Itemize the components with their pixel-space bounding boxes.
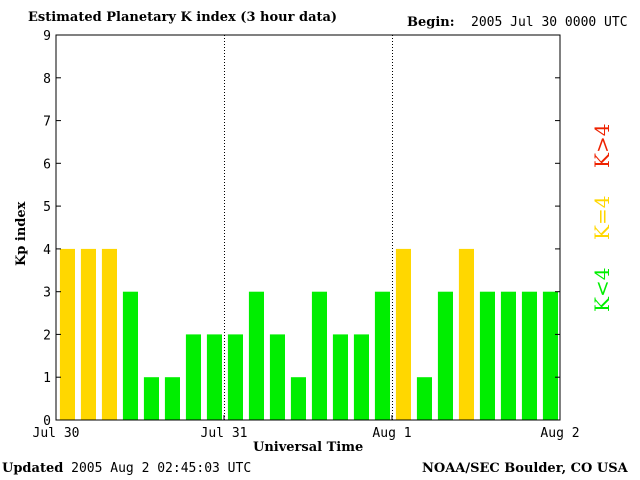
y-tick-label: 3 [43,286,51,301]
chart-title: Estimated Planetary K index (3 hour data… [28,10,338,25]
legend-mid: K=4 [590,195,614,240]
y-tick-label: 1 [43,371,51,386]
kp-bar [458,248,474,420]
x-tick-label: Aug 1 [372,426,411,441]
kp-bar [416,377,432,420]
x-tick-label: Jul 31 [201,426,248,441]
x-tick-label: Aug 2 [540,426,579,441]
y-tick-label: 4 [43,243,51,258]
kp-bar [521,291,537,420]
x-axis-label: Universal Time [253,440,364,455]
kp-bar [479,291,495,420]
begin-label: Begin: [407,15,455,30]
kp-bar [185,334,201,420]
kp-bar [80,248,96,420]
credit: NOAA/SEC Boulder, CO USA [422,461,628,476]
kp-bar [164,377,180,420]
bars-group [59,248,558,420]
y-tick-label: 0 [43,414,51,429]
kp-bar [206,334,222,420]
kp-bar [101,248,117,420]
legend-low: K<4 [590,267,614,312]
updated-label: Updated [2,461,64,476]
updated-row: Updated 2005 Aug 2 02:45:03 UTC [2,461,251,476]
y-tick-label: 7 [43,115,51,130]
y-ticks: 0 1 2 3 4 5 6 7 8 9 [43,29,560,429]
y-tick-label: 2 [43,328,51,343]
y-tick-label: 5 [43,200,51,215]
kp-bar [374,291,390,420]
kp-bar [332,334,348,420]
kp-bar [122,291,138,420]
kp-bar [269,334,285,420]
kp-bar [59,248,75,420]
x-ticks: Jul 30 Jul 31 Aug 1 Aug 2 [33,415,580,441]
kp-bar [542,291,558,420]
y-axis-label: Kp index [14,201,29,266]
y-tick-label: 6 [43,157,51,172]
kp-bar [290,377,306,420]
begin-value: 2005 Jul 30 0000 UTC [471,15,628,30]
legend-high: K>4 [590,123,614,168]
kp-bar [500,291,516,420]
x-tick-label: Jul 30 [33,426,80,441]
kp-bar [353,334,369,420]
kp-bar [437,291,453,420]
kp-bar [248,291,264,420]
kp-bar [227,334,243,420]
kp-bar [143,377,159,420]
updated-value: 2005 Aug 2 02:45:03 UTC [71,461,252,476]
y-tick-label: 8 [43,72,51,87]
plot-frame [55,34,561,421]
kp-bar [395,248,411,420]
kp-bar [311,291,327,420]
y-tick-label: 9 [43,29,51,44]
